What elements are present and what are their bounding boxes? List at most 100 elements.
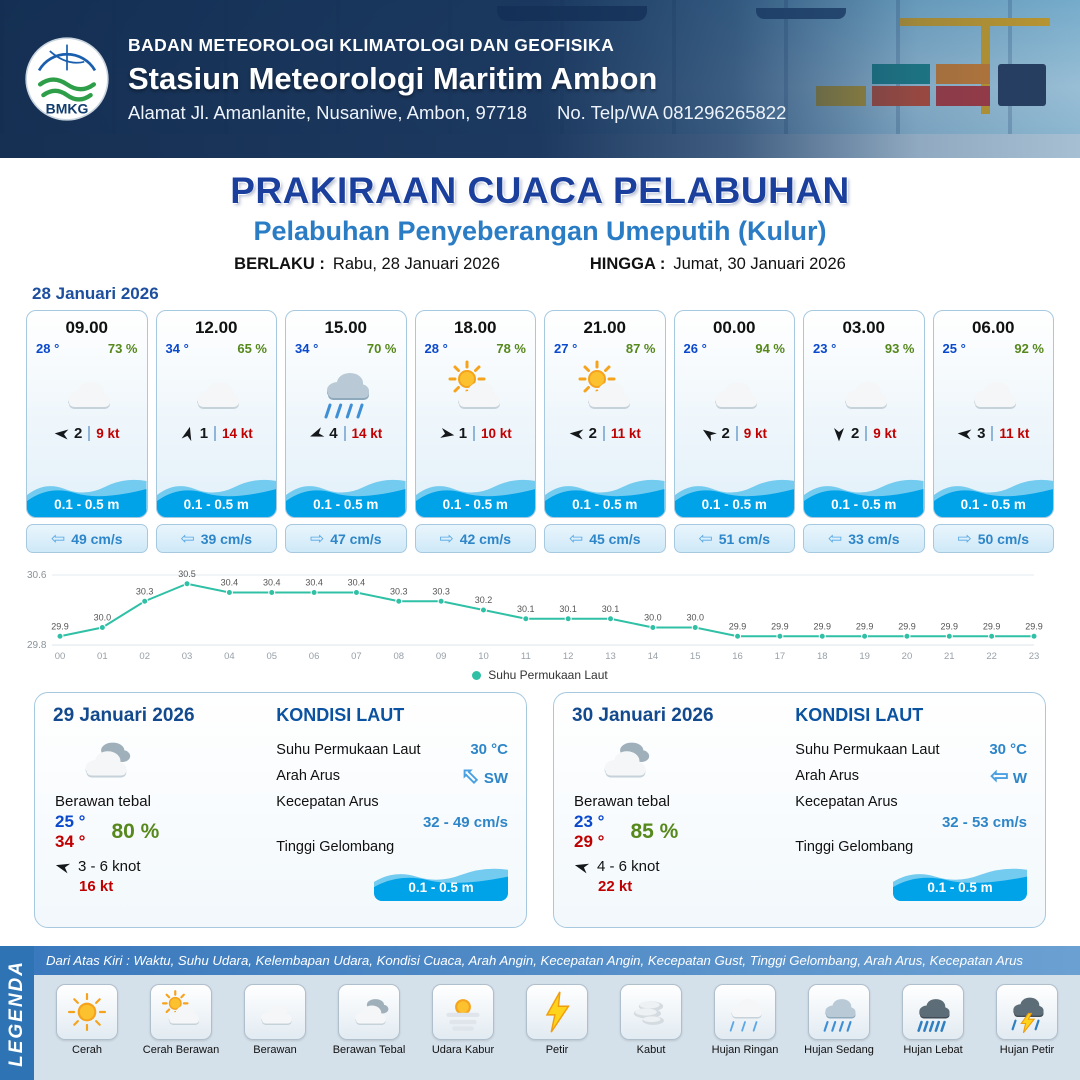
legend-item-label: Cerah Berawan bbox=[142, 1044, 220, 1056]
weather-icon bbox=[158, 989, 204, 1035]
weather-icon bbox=[958, 359, 1028, 423]
wind-direction-icon bbox=[698, 422, 720, 444]
weather-icon bbox=[722, 989, 768, 1035]
legend-section: LEGENDA Dari Atas Kiri : Waktu, Suhu Uda… bbox=[0, 946, 1080, 1080]
wave-height-band: 0.1 - 0.5 m bbox=[156, 471, 276, 517]
svg-text:29.9: 29.9 bbox=[729, 621, 747, 631]
weather-icon bbox=[580, 729, 666, 791]
wave-height-band: 0.1 - 0.5 m bbox=[27, 471, 147, 517]
wind-gust-kt: 11 kt bbox=[991, 426, 1029, 441]
svg-text:07: 07 bbox=[351, 651, 362, 662]
forecast-time: 03.00 bbox=[842, 318, 886, 337]
weather-icon bbox=[570, 359, 640, 423]
legend-item: Hujan Ringan bbox=[700, 984, 790, 1056]
legend-items: Cerah Cerah Berawan Berawan Berawan Teba… bbox=[34, 975, 1080, 1080]
weather-icon-tile bbox=[526, 984, 588, 1040]
forecast-time: 18.00 bbox=[453, 318, 497, 337]
legend-item: Cerah bbox=[42, 984, 132, 1056]
svg-text:30.0: 30.0 bbox=[686, 613, 704, 623]
daily-card-29: 29 Januari 2026 Berawan tebal 25 ° 34 ° … bbox=[34, 692, 527, 928]
temp-min: 25 ° bbox=[55, 812, 86, 831]
svg-text:29.9: 29.9 bbox=[898, 621, 916, 631]
weather-icon-tile bbox=[150, 984, 212, 1040]
svg-text:29.9: 29.9 bbox=[813, 621, 831, 631]
temp-max: 34 ° bbox=[55, 832, 86, 851]
current-dir-label: Arah Arus bbox=[276, 768, 340, 784]
current-direction-icon: ⇨ bbox=[957, 529, 972, 548]
svg-text:13: 13 bbox=[605, 651, 616, 662]
wind-row: 1 14 kt bbox=[157, 423, 277, 446]
wind-speed-bft: 4 bbox=[329, 425, 338, 442]
forecast-date: 28 Januari 2026 bbox=[32, 284, 159, 303]
svg-text:29.8: 29.8 bbox=[27, 640, 47, 651]
legend-item-label: Petir bbox=[545, 1044, 569, 1056]
weather-icon bbox=[816, 989, 862, 1035]
svg-text:04: 04 bbox=[224, 651, 235, 662]
svg-text:11: 11 bbox=[521, 651, 531, 662]
current-direction-icon: ⇦ bbox=[827, 529, 843, 548]
legend-item: Udara Kabur bbox=[418, 984, 508, 1056]
hourly-forecast-card: 06.00 25 ° 92 % 3 11 kt 0.1 - 0.5 m bbox=[932, 310, 1054, 553]
wind-gust-kt: 10 kt bbox=[473, 426, 512, 441]
weather-icon-tile bbox=[56, 984, 118, 1040]
air-temperature: 34 ° bbox=[165, 341, 189, 356]
wave-label: Tinggi Gelombang bbox=[276, 839, 395, 855]
wave-height-band: 0.1 - 0.5 m bbox=[286, 471, 406, 517]
weather-icon bbox=[181, 359, 251, 423]
weather-icon bbox=[440, 989, 486, 1035]
svg-text:30.1: 30.1 bbox=[602, 604, 620, 614]
weather-icon-tile bbox=[902, 984, 964, 1040]
station-phone: No. Telp/WA 081296265822 bbox=[557, 101, 787, 123]
svg-text:02: 02 bbox=[139, 651, 150, 662]
wind-row: 3 11 kt bbox=[934, 423, 1054, 446]
weather-icon bbox=[910, 989, 956, 1035]
wind-speed-bft: 2 bbox=[73, 425, 83, 442]
wind-row: 2 11 kt bbox=[545, 423, 665, 446]
bmkg-logo-text: BMKG bbox=[46, 100, 89, 116]
wind-speed-bft: 1 bbox=[458, 425, 468, 442]
svg-text:21: 21 bbox=[944, 651, 955, 662]
svg-text:30.4: 30.4 bbox=[348, 578, 366, 588]
current-speed-chip: ⇨ 42 cm/s bbox=[414, 524, 536, 553]
svg-text:29.9: 29.9 bbox=[771, 621, 789, 631]
svg-text:29.9: 29.9 bbox=[51, 621, 69, 631]
current-speed: 47 cm/s bbox=[330, 530, 382, 547]
air-temperature: 28 ° bbox=[424, 341, 448, 356]
hourly-forecast-card: 15.00 34 ° 70 % 4 14 kt 0.1 - 0.5 m bbox=[285, 310, 407, 553]
wind-speed-bft: 3 bbox=[977, 425, 986, 442]
current-speed-chip: ⇦ 49 cm/s bbox=[26, 524, 148, 553]
legend-item: Hujan Sedang bbox=[794, 984, 884, 1056]
svg-text:30.1: 30.1 bbox=[517, 604, 535, 614]
svg-text:22: 22 bbox=[986, 651, 997, 662]
svg-text:05: 05 bbox=[266, 651, 277, 662]
wind-row: 1 10 kt bbox=[416, 423, 536, 446]
legend-dot-icon bbox=[472, 670, 482, 680]
wind-row: 2 9 kt bbox=[675, 423, 795, 446]
wave-height: 0.1 - 0.5 m bbox=[408, 880, 474, 895]
chart-legend-label: Suhu Permukaan Laut bbox=[488, 668, 608, 682]
sea-conditions-title: KONDISI LAUT bbox=[276, 705, 405, 725]
legend-item-label: Berawan bbox=[253, 1044, 297, 1056]
current-speed-chip: ⇦ 39 cm/s bbox=[155, 524, 277, 553]
sst-chart-section: 30.6 29.8 29.9 00 30.0 01 30.3 02 30.5 03 30.4 04 30… bbox=[26, 561, 1054, 682]
hourly-forecast-card: 00.00 26 ° 94 % 2 9 kt 0.1 - 0.5 m bbox=[673, 310, 795, 553]
current-speed-chip: ⇦ 45 cm/s bbox=[544, 524, 666, 553]
hourly-forecast-card: 21.00 27 ° 87 % 2 11 kt 0.1 - 0.5 m bbox=[544, 310, 666, 553]
daily-date: 30 Januari 2026 bbox=[572, 705, 714, 726]
svg-text:23: 23 bbox=[1029, 651, 1040, 662]
humidity: 92 % bbox=[1014, 341, 1044, 356]
header: BMKG BADAN METEOROLOGI KLIMATOLOGI DAN G… bbox=[0, 0, 1080, 158]
weather-icon-tile bbox=[996, 984, 1058, 1040]
current-direction-icon: ⇦ bbox=[180, 529, 195, 548]
svg-text:30.3: 30.3 bbox=[432, 586, 450, 596]
current-speed: 50 cm/s bbox=[977, 530, 1030, 547]
current-speed-chip: ⇨ 50 cm/s bbox=[932, 524, 1054, 553]
wave-height-band: 0.1 - 0.5 m bbox=[374, 861, 508, 901]
svg-text:16: 16 bbox=[732, 651, 743, 662]
current-direction-icon: ⇦ bbox=[568, 529, 584, 548]
current-speed: 45 cm/s bbox=[589, 530, 641, 547]
svg-text:30.4: 30.4 bbox=[263, 578, 281, 588]
svg-text:00: 00 bbox=[55, 651, 66, 662]
current-speed-chip: ⇦ 33 cm/s bbox=[803, 524, 925, 553]
wind-gust-kt: 14 kt bbox=[214, 426, 253, 441]
